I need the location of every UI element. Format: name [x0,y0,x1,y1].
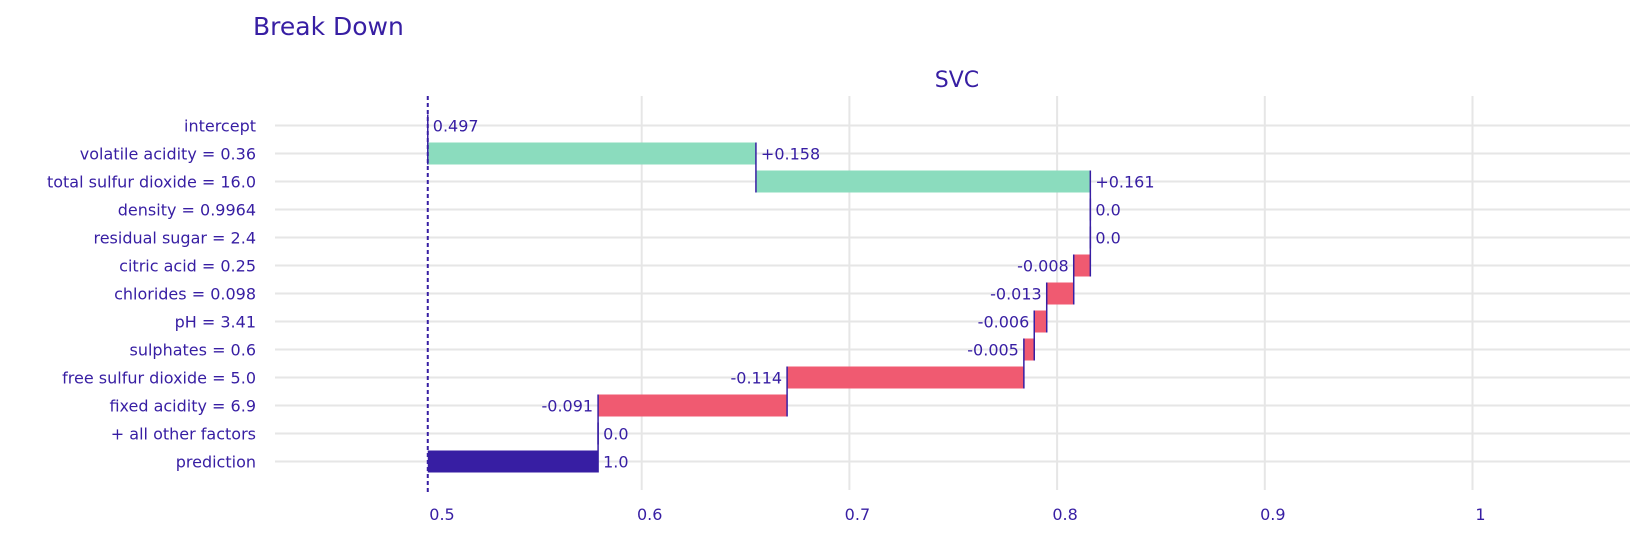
value-label: +0.158 [761,145,820,164]
contribution-bar [427,142,756,165]
y-tick-label: fixed acidity = 6.9 [109,397,256,416]
y-tick-label: + all other factors [111,425,256,444]
value-label: 0.0 [603,425,628,444]
contribution-bar [1073,254,1091,277]
y-tick-label: residual sugar = 2.4 [93,229,256,248]
contribution-bar [1034,310,1047,333]
x-tick-label: 1 [1475,505,1485,524]
x-tick-label: 0.6 [637,505,662,524]
y-axis-labels: intercept volatile acidity = 0.36 total su… [47,117,256,472]
value-label: -0.013 [990,285,1042,304]
value-label: -0.008 [1017,257,1069,276]
value-label: 0.497 [433,117,479,136]
y-tick-label: citric acid = 0.25 [119,257,256,276]
x-axis-labels: 0.5 0.6 0.7 0.8 0.9 1 [429,505,1485,524]
y-tick-label: total sulfur dioxide = 16.0 [47,173,256,192]
value-label: 0.0 [1095,201,1120,220]
value-label: +0.161 [1095,173,1154,192]
y-tick-label: volatile acidity = 0.36 [80,145,256,164]
value-label: 0.0 [1095,229,1120,248]
prediction-bar [427,450,599,473]
page-title: Break Down [253,12,404,41]
y-tick-label: sulphates = 0.6 [130,341,257,360]
subplot-title: SVC [935,68,979,93]
y-tick-label: prediction [176,453,256,472]
contribution-bar [787,366,1024,389]
value-label: -0.091 [542,397,594,416]
value-labels-layer: 0.497 +0.158 +0.161 0.0 0.0 -0.008 -0.013 -0.00… [433,117,1155,472]
value-label: 1.0 [603,453,628,472]
value-label: -0.005 [967,341,1019,360]
y-tick-label: pH = 3.41 [175,313,256,332]
x-tick-label: 0.8 [1052,505,1077,524]
y-tick-label: intercept [184,117,256,136]
x-tick-label: 0.7 [845,505,870,524]
bars-layer [427,142,1091,473]
value-label: -0.114 [731,369,783,388]
y-tick-label: free sulfur dioxide = 5.0 [62,369,256,388]
x-tick-label: 0.9 [1260,505,1285,524]
x-tick-label: 0.5 [429,505,454,524]
y-tick-label: density = 0.9964 [118,201,256,220]
value-label: -0.006 [978,313,1030,332]
y-tick-label: chlorides = 0.098 [114,285,256,304]
contribution-bar [1046,282,1074,305]
contribution-bar [1023,338,1035,361]
contribution-bar [755,170,1091,193]
contribution-bar [598,394,788,417]
